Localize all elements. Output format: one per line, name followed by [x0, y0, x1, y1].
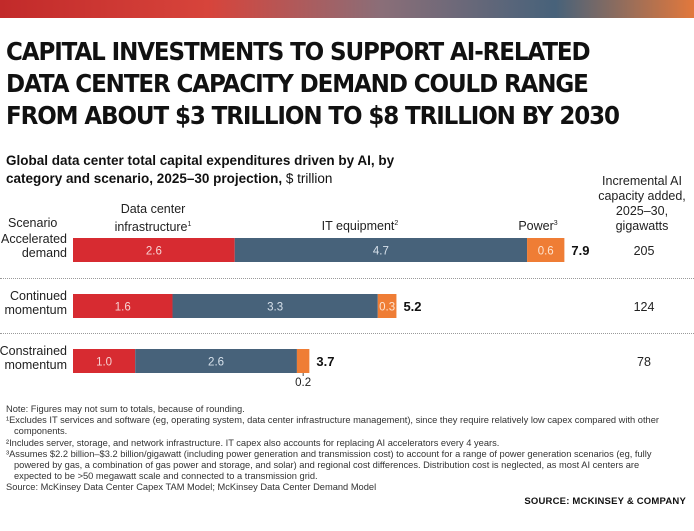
note-line: expected to be >50 megawatt scale and co…	[14, 471, 318, 482]
row-divider	[0, 278, 694, 279]
subtitle-unit: $ trillion	[282, 171, 333, 186]
bar-segment-it-equipment	[234, 238, 528, 262]
total-label: 7.9	[571, 243, 589, 258]
category-label: demand	[22, 246, 67, 260]
note-line: powered by gas, a combination of gas pow…	[14, 460, 640, 471]
data-label: 0.2	[295, 377, 311, 389]
bar-segment-infrastructure	[73, 349, 136, 373]
category-label: Accelerated	[1, 232, 67, 246]
bar-segment-it-equipment	[172, 294, 378, 318]
note-line: ²Includes server, storage, and network i…	[6, 437, 500, 448]
data-label: 0.3	[379, 302, 395, 314]
bar-segment-it-equipment	[135, 349, 297, 373]
note-line: components.	[14, 426, 68, 437]
bar-segment-power	[377, 294, 397, 318]
data-label: 2.6	[208, 357, 224, 369]
row-divider	[0, 333, 694, 334]
capacity-value: 124	[634, 300, 655, 314]
chart-subtitle: Global data center total capital expendi…	[6, 152, 426, 188]
capacity-value: 78	[637, 355, 651, 369]
header-capacity: Incremental AI capacity added, 2025–30, …	[598, 174, 686, 233]
header-scenario: Scenario	[8, 216, 58, 230]
top-gradient-bar	[0, 0, 694, 18]
note-line: Note: Figures may not sum to totals, bec…	[6, 404, 245, 414]
category-label: momentum	[4, 303, 67, 317]
category-label: momentum	[4, 358, 67, 372]
source-credit: SOURCE: MCKINSEY & COMPANY	[524, 496, 686, 507]
data-label: 0.6	[538, 246, 554, 258]
bar-segment-infrastructure	[73, 238, 235, 262]
note-line: ¹Excludes IT services and software (eg, …	[6, 415, 659, 426]
subtitle-main: Global data center total capital expendi…	[6, 153, 395, 186]
data-label: 1.0	[96, 357, 112, 369]
footnotes: Note: Figures may not sum to totals, bec…	[6, 404, 690, 494]
bar-segment-infrastructure	[73, 294, 173, 318]
headline: CAPITAL INVESTMENTS TO SUPPORT AI-RELATE…	[6, 37, 620, 130]
header-power: Power3	[518, 219, 558, 234]
data-label: 3.3	[267, 302, 283, 314]
data-label: 4.7	[373, 246, 389, 258]
bar-segment-power	[527, 238, 565, 262]
header-infrastructure: Data center infrastructure1	[114, 202, 192, 235]
total-label: 5.2	[403, 299, 421, 314]
note-line: Source: McKinsey Data Center Capex TAM M…	[6, 482, 377, 493]
category-label: Constrained	[0, 344, 67, 358]
category-label: Continued	[10, 289, 67, 303]
bar-segment-power	[296, 349, 310, 373]
header-it-equipment: IT equipment2	[321, 219, 399, 234]
capacity-value: 205	[634, 244, 655, 258]
note-line: ³Assumes $2.2 billion–$3.2 billion/gigaw…	[6, 448, 652, 459]
total-label: 3.7	[316, 354, 334, 369]
data-label: 2.6	[146, 246, 162, 258]
data-label: 1.6	[115, 302, 131, 314]
